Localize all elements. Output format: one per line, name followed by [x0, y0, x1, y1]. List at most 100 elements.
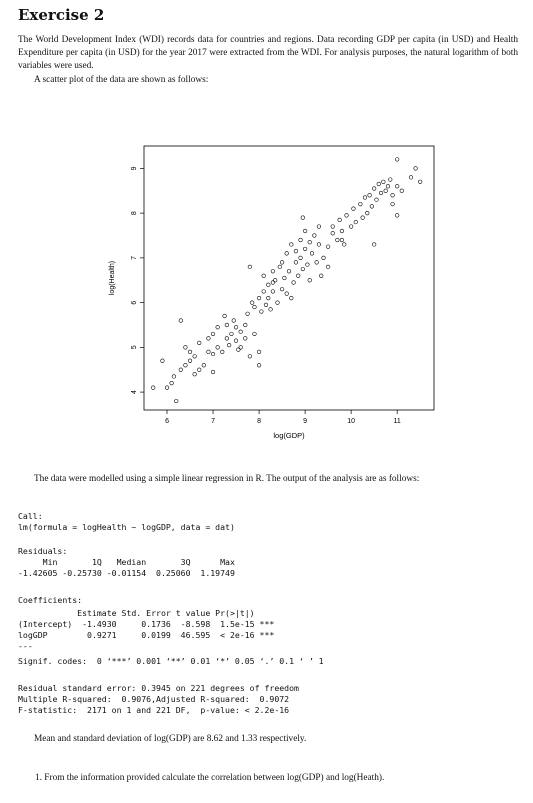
data-point: [183, 345, 188, 350]
data-point: [309, 251, 315, 256]
data-point: [358, 202, 363, 207]
data-point: [243, 336, 248, 341]
data-point: [192, 354, 197, 359]
data-point: [296, 273, 301, 278]
data-point: [183, 363, 188, 368]
data-point: [178, 318, 183, 323]
data-point: [256, 349, 262, 354]
data-point: [300, 215, 305, 220]
data-point: [279, 260, 285, 265]
data-point: [231, 318, 236, 323]
data-point: [238, 345, 243, 350]
r-call-header: Call:: [18, 511, 43, 521]
data-point: [224, 336, 229, 341]
data-point: [307, 278, 312, 283]
data-point: [413, 166, 418, 171]
data-point: [305, 262, 310, 267]
data-point: [390, 202, 395, 207]
data-point: [342, 242, 347, 247]
question-1: 1. From the information provided calcula…: [35, 773, 385, 783]
y-tick-label: 9: [131, 166, 138, 170]
mean-sd-text: Mean and standard deviation of log(GDP) …: [34, 734, 307, 744]
data-point: [376, 181, 381, 187]
data-point: [339, 237, 345, 243]
data-point: [256, 296, 262, 301]
data-point: [298, 255, 303, 260]
data-point: [374, 197, 379, 202]
data-point: [349, 224, 354, 229]
y-tick-label: 8: [131, 211, 138, 215]
data-point: [395, 157, 400, 162]
data-point: [174, 398, 179, 404]
data-point: [210, 331, 216, 337]
data-point: [245, 311, 250, 316]
data-point: [261, 273, 266, 278]
data-point: [197, 367, 202, 372]
x-axis-label: log(GDP): [273, 431, 305, 440]
data-point: [367, 193, 372, 198]
data-point: [266, 282, 271, 287]
data-point: [222, 313, 227, 319]
data-point: [360, 215, 365, 220]
data-point: [316, 224, 322, 229]
data-point: [390, 193, 395, 198]
y-tick-label: 4: [131, 390, 138, 394]
data-point: [270, 269, 275, 274]
r-coef-row-loggdp: logGDP 0.9271 0.0199 46.595 < 2e-16 ***: [18, 630, 275, 640]
data-point: [335, 237, 340, 243]
data-point: [408, 175, 414, 180]
data-point: [250, 300, 255, 305]
data-point: [215, 325, 220, 330]
data-point: [252, 304, 257, 310]
data-point: [293, 260, 299, 265]
data-point: [372, 242, 377, 247]
data-point: [298, 237, 303, 243]
data-point: [337, 217, 342, 222]
data-point: [169, 381, 174, 386]
intro-paragraph: The World Development Index (WDI) record…: [18, 35, 518, 71]
data-point: [369, 204, 374, 209]
data-point: [171, 374, 177, 379]
data-point: [312, 233, 317, 238]
data-point: [372, 186, 377, 191]
data-point: [270, 280, 275, 285]
y-tick-label: 6: [131, 301, 138, 305]
data-point: [210, 369, 216, 375]
data-point: [385, 184, 391, 189]
data-point: [206, 336, 211, 341]
scatter-intro: A scatter plot of the data are shown as …: [34, 75, 209, 85]
data-point: [210, 351, 216, 357]
data-point: [316, 242, 322, 247]
data-point: [201, 363, 206, 368]
data-point: [284, 251, 289, 256]
data-point: [418, 179, 423, 184]
data-point: [381, 179, 386, 184]
data-point: [270, 289, 275, 294]
data-point: [238, 329, 243, 334]
data-point: [229, 331, 234, 337]
r-coef-header: Coefficients:: [18, 595, 83, 605]
r-f-statistic: F-statistic: 2171 on 1 and 221 DF, p-val…: [18, 705, 290, 715]
x-tick-label: 8: [257, 418, 261, 425]
data-point: [247, 264, 252, 269]
data-point: [197, 340, 202, 345]
x-tick-label: 11: [394, 418, 401, 425]
x-tick-label: 10: [347, 418, 355, 425]
data-point: [261, 289, 266, 294]
r-residuals-labels: Min 1Q Median 3Q Max: [18, 557, 235, 567]
data-point: [286, 269, 292, 274]
data-point: [395, 184, 400, 189]
y-tick-label: 7: [131, 256, 138, 260]
data-point: [233, 325, 239, 330]
data-point: [353, 219, 358, 225]
data-point: [339, 228, 345, 234]
data-point: [220, 349, 225, 354]
data-point: [330, 224, 335, 229]
data-point: [319, 273, 324, 278]
data-point: [273, 278, 278, 283]
data-point: [365, 211, 370, 216]
data-point: [263, 302, 269, 307]
data-point: [395, 213, 400, 218]
x-tick-label: 7: [211, 418, 215, 425]
data-point: [282, 275, 287, 281]
